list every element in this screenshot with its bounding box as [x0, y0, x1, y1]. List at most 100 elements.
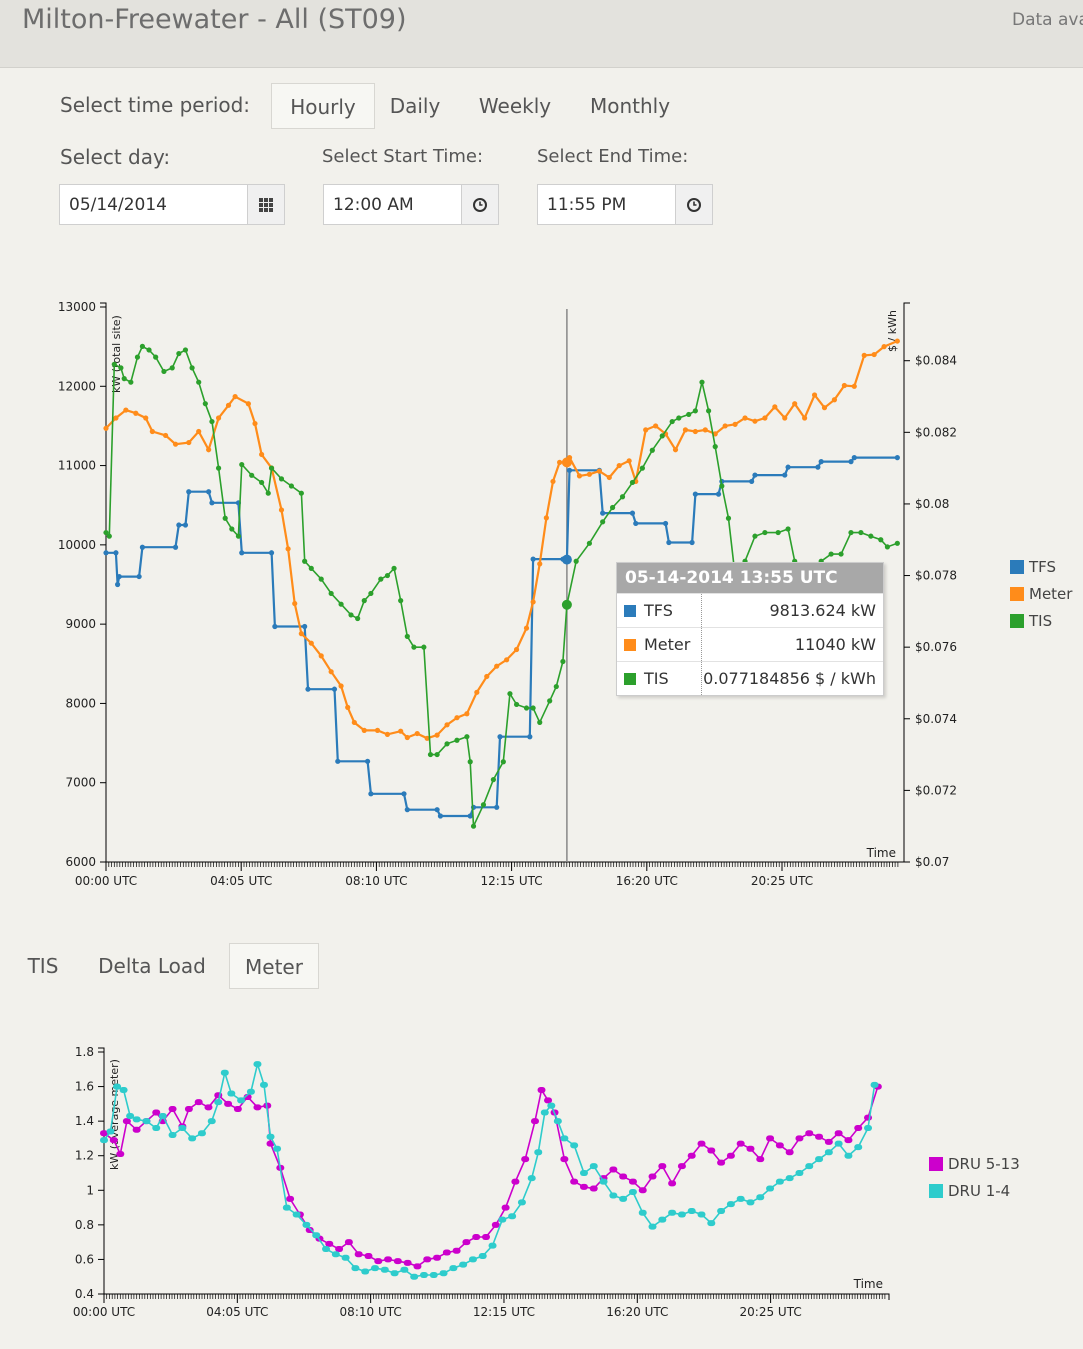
data-point-tis: [762, 529, 768, 536]
data-point-tfs: [689, 539, 695, 546]
data-point-dru-5-13: [687, 1152, 696, 1159]
data-point-dru-5-13: [864, 1114, 873, 1121]
data-available-link[interactable]: Data ava: [1012, 10, 1083, 30]
calendar-button[interactable]: [247, 185, 284, 224]
main-load-chart[interactable]: 00:00 UTC 04:05 UTC 08:10 UTC 12:15 UTC 16:2…: [0, 290, 1083, 900]
data-point-tis: [318, 576, 324, 582]
tab-meter[interactable]: Meter: [229, 943, 319, 989]
data-point-tis: [118, 365, 124, 371]
data-point-dru-1-4: [188, 1135, 197, 1142]
data-point-dru-1-4: [292, 1211, 301, 1218]
data-point-tfs: [497, 734, 503, 740]
data-point-tis: [513, 701, 520, 708]
tooltip-row: TFS 9813.624 kW: [617, 593, 883, 628]
data-point-tis: [189, 365, 195, 371]
data-point-dru-5-13: [442, 1249, 451, 1256]
data-point-meter: [414, 730, 420, 737]
data-point-meter: [172, 441, 179, 447]
y-tick-label: 1.8: [75, 1045, 94, 1059]
legend-item-tis[interactable]: TIS: [1010, 607, 1072, 634]
data-point-dru-5-13: [413, 1263, 422, 1270]
data-point-meter: [557, 459, 563, 465]
tooltip-series-name: TFS: [644, 601, 673, 620]
x-tick-label: 12:15 UTC: [473, 1305, 535, 1319]
y-axis-right: [903, 302, 910, 863]
data-point-tis: [196, 379, 202, 385]
data-point-meter: [308, 640, 314, 646]
data-point-dru-1-4: [658, 1216, 667, 1223]
data-point-tfs: [114, 581, 121, 588]
data-point-dru-5-13: [132, 1126, 141, 1133]
data-point-meter: [398, 728, 404, 734]
tooltip-swatch: [624, 673, 636, 685]
data-point-tfs: [629, 510, 636, 516]
data-point-tfs: [434, 807, 440, 813]
period-tab-weekly[interactable]: Weekly: [478, 94, 552, 118]
legend-item-dru-5-13[interactable]: DRU 5-13: [929, 1150, 1020, 1177]
data-point-dru-5-13: [726, 1152, 735, 1159]
data-point-meter: [149, 428, 155, 435]
data-point-tfs: [186, 489, 192, 495]
end-time-input[interactable]: [538, 185, 675, 224]
period-tab-monthly[interactable]: Monthly: [589, 94, 671, 118]
tooltip-title: 05-14-2014 13:55 UTC: [617, 563, 883, 593]
data-point-dru-1-4: [312, 1232, 321, 1239]
data-point-tis: [586, 540, 593, 546]
legend-item-tfs[interactable]: TFS: [1010, 553, 1072, 580]
data-point-dru-5-13: [609, 1166, 618, 1173]
data-point-dru-5-13: [364, 1252, 373, 1259]
y-tick-label: 1.4: [75, 1114, 94, 1128]
data-point-dru-5-13: [717, 1159, 726, 1166]
data-point-tfs: [139, 544, 146, 550]
data-point-meter: [232, 393, 238, 400]
data-point-tis: [530, 705, 536, 711]
day-input[interactable]: [60, 185, 247, 224]
calendar-grid-icon: [259, 197, 273, 212]
start-clock-button[interactable]: [461, 185, 498, 224]
data-point-meter: [292, 600, 298, 607]
tab-delta-load[interactable]: Delta Load: [98, 954, 206, 978]
period-tab-hourly[interactable]: Hourly: [271, 83, 375, 129]
tab-tis[interactable]: TIS: [27, 954, 59, 978]
start-time-input[interactable]: [324, 185, 461, 224]
data-point-tis: [128, 379, 134, 385]
data-point-dru-1-4: [132, 1116, 141, 1123]
data-point-tis: [209, 418, 215, 425]
data-point-dru-1-4: [609, 1192, 618, 1199]
data-point-dru-1-4: [824, 1149, 833, 1156]
data-point-tis: [868, 533, 874, 539]
legend-item-dru-1-4[interactable]: DRU 1-4: [929, 1177, 1020, 1204]
tooltip-row: Meter 11040 kW: [617, 627, 883, 662]
data-point-meter: [772, 404, 778, 410]
data-point-dru-5-13: [335, 1246, 344, 1253]
legend-swatch: [1010, 586, 1024, 601]
data-point-meter: [424, 735, 430, 741]
end-clock-button[interactable]: [675, 185, 712, 224]
data-point-dru-5-13: [452, 1247, 461, 1254]
data-point-tis: [560, 658, 566, 665]
data-point-dru-1-4: [168, 1131, 177, 1138]
data-point-meter: [494, 663, 500, 669]
data-point-meter: [871, 351, 877, 358]
data-point-dru-1-4: [380, 1266, 389, 1273]
data-point-tis: [398, 598, 404, 604]
data-point-meter: [434, 732, 440, 738]
data-point-tis: [288, 483, 295, 489]
data-point-dru-5-13: [824, 1138, 833, 1145]
period-tab-daily[interactable]: Daily: [389, 94, 441, 118]
x-tick-label: 08:10 UTC: [340, 1305, 402, 1319]
data-point-meter: [361, 727, 367, 733]
data-point-tfs: [566, 467, 573, 473]
data-point-dru-1-4: [619, 1195, 628, 1202]
data-point-dru-1-4: [785, 1175, 794, 1182]
data-point-dru-5-13: [589, 1185, 598, 1192]
y-left-tick-label: 7000: [65, 776, 96, 790]
meter-chart[interactable]: 00:00 UTC 04:05 UTC 08:10 UTC 12:15 UTC 16:2…: [0, 1030, 1083, 1330]
data-point-tfs: [172, 544, 179, 550]
y-left-axis-label: kW (total site): [110, 315, 123, 393]
data-point-tis: [878, 537, 884, 543]
legend-item-meter[interactable]: Meter: [1010, 580, 1072, 607]
data-point-meter: [530, 599, 536, 605]
hover-point-tfs: [561, 554, 572, 565]
data-point-meter: [596, 468, 602, 474]
